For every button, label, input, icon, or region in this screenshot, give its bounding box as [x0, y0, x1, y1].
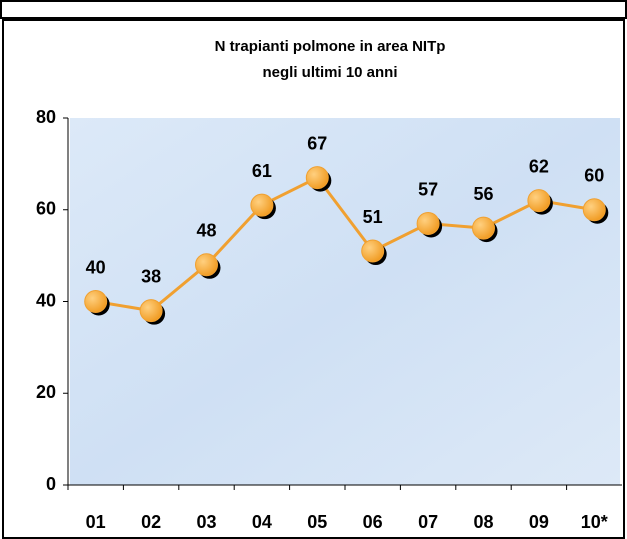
y-tick-label: 60: [36, 199, 56, 219]
y-tick-label: 40: [36, 290, 56, 310]
x-tick-label: 07: [418, 512, 438, 532]
marker: [305, 166, 329, 190]
x-tick-label: 01: [86, 512, 106, 532]
data-label: 56: [473, 184, 493, 204]
data-label: 48: [196, 221, 216, 241]
marker: [139, 299, 163, 323]
x-tick-label: 06: [363, 512, 383, 532]
chart-subtitle: negli ultimi 10 anni: [262, 64, 397, 81]
x-tick-label: 02: [141, 512, 161, 532]
marker: [582, 198, 606, 222]
y-tick-label: 80: [36, 107, 56, 127]
data-label: 60: [584, 166, 604, 186]
line: [95, 175, 595, 313]
data-label: 38: [141, 266, 161, 286]
marker: [472, 216, 495, 240]
marker: [527, 189, 551, 213]
data-label: 61: [252, 161, 272, 181]
top-strip: [0, 0, 627, 19]
x-tick-label: 04: [252, 512, 272, 532]
data-label: 62: [529, 156, 549, 176]
data-label: 40: [86, 257, 106, 277]
x-tick-label: 03: [196, 512, 216, 532]
data-label: 67: [307, 133, 327, 153]
y-tick-label: 20: [36, 382, 56, 402]
data-label: 57: [418, 179, 438, 199]
marker: [416, 212, 440, 236]
x-tick-label: 05: [307, 512, 327, 532]
x-tick-label: 08: [473, 512, 493, 532]
marker: [250, 193, 274, 217]
data-label: 51: [363, 207, 383, 227]
x-tick-label: 10*: [581, 512, 608, 532]
chart-title: N trapianti polmone in area NITp: [215, 38, 446, 55]
x-tick-label: 09: [529, 512, 549, 532]
y-tick-label: 0: [46, 474, 56, 494]
marker: [195, 253, 218, 277]
marker: [361, 239, 385, 263]
marker: [84, 290, 108, 313]
